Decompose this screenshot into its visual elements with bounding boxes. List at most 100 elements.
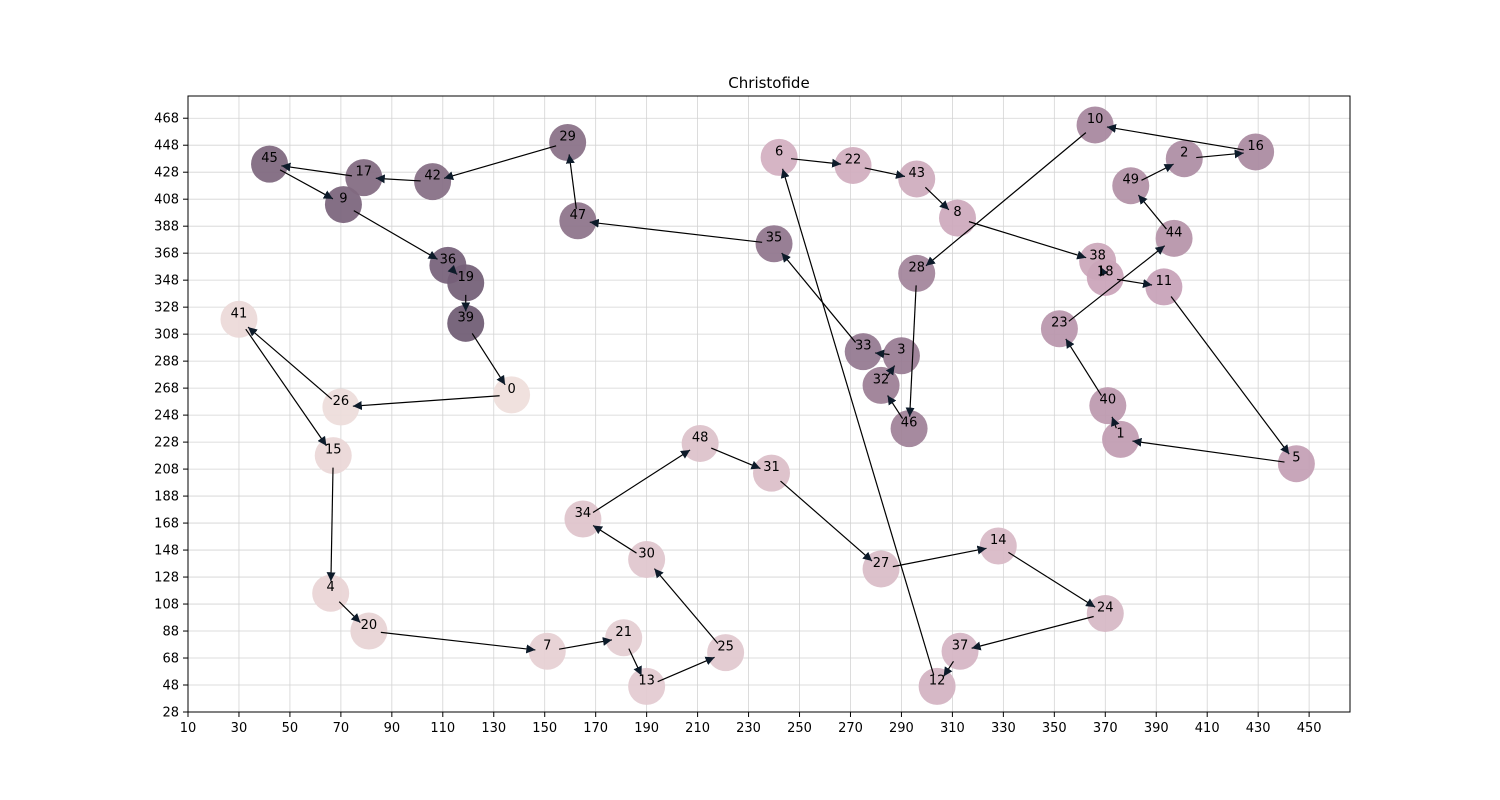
tour-edge-39-to-0 [471,333,506,386]
city-node-6 [760,138,798,176]
y-tick-label: 188 [154,490,179,505]
city-label-25: 25 [717,640,734,655]
city-node-35 [755,225,793,263]
city-label-3: 3 [897,343,905,358]
x-tick-label: 430 [1246,721,1271,736]
city-label-28: 28 [908,260,925,275]
y-tick-label: 28 [162,706,179,721]
tour-edge-28-to-46 [905,285,917,417]
tour-edge-20-to-7 [380,631,536,654]
city-label-39: 39 [457,310,474,325]
tour-edge-11-to-5 [1170,296,1290,455]
city-label-30: 30 [638,547,655,562]
city-node-40 [1089,387,1127,425]
city-label-22: 22 [845,152,862,167]
tour-edge-8-to-38 [968,221,1087,260]
city-node-10 [1076,106,1114,144]
city-label-0: 0 [507,382,515,397]
city-label-37: 37 [952,638,969,653]
city-label-40: 40 [1100,393,1117,408]
chart-title: Christofide [728,74,809,92]
city-label-32: 32 [873,372,890,387]
tour-edge-31-to-27 [780,480,873,562]
city-node-48 [681,424,719,462]
city-node-26 [322,388,360,426]
x-tick-label: 170 [583,721,608,736]
city-label-44: 44 [1166,225,1183,240]
city-label-48: 48 [692,430,709,445]
x-tick-label: 350 [1042,721,1067,736]
city-label-17: 17 [356,165,373,180]
city-label-12: 12 [929,673,946,688]
city-node-23 [1040,310,1078,348]
city-node-33 [844,333,882,371]
city-label-42: 42 [424,169,441,184]
tour-edge-2-to-16 [1196,149,1244,159]
tour-edge-38-to-18 [1099,266,1109,277]
city-label-27: 27 [873,556,890,571]
x-tick-label: 450 [1297,721,1322,736]
city-label-14: 14 [990,533,1007,548]
city-node-37 [941,632,979,670]
tour-edge-17-to-45 [281,162,353,177]
city-node-25 [707,634,745,672]
city-node-42 [414,163,452,201]
city-node-0 [493,376,531,414]
city-label-23: 23 [1051,316,1068,331]
city-label-46: 46 [901,416,918,431]
tour-edge-23-to-44 [1068,245,1166,322]
tour-edge-9-to-36 [353,210,438,260]
axes: 10 30 50 70 90 110 130 150 170 190 210 230 250 270 290… [154,112,1321,736]
city-node-47 [559,202,597,240]
tour-edge-34-to-48 [592,449,691,514]
city-label-38: 38 [1089,248,1106,263]
y-tick-label: 68 [162,652,179,667]
y-tick-label: 288 [154,355,179,370]
x-tick-label: 250 [787,721,812,736]
city-label-15: 15 [325,443,342,458]
city-label-2: 2 [1180,146,1188,161]
x-tick-label: 110 [430,721,455,736]
city-label-41: 41 [231,306,248,321]
tour-edge-12-to-6 [780,168,935,676]
city-node-9 [324,186,362,224]
city-label-21: 21 [615,625,632,640]
city-node-11 [1145,268,1183,306]
y-tick-label: 268 [154,382,179,397]
city-node-17 [345,159,383,197]
tour-edge-24-to-37 [971,615,1094,651]
y-tick-label: 128 [154,571,179,586]
city-label-20: 20 [361,618,378,633]
x-tick-label: 30 [231,721,248,736]
y-tick-label: 348 [154,274,179,289]
tour-edge-40-to-23 [1065,338,1102,396]
tour-edge-22-to-43 [864,167,906,179]
tour-edge-1-to-40 [1111,416,1120,429]
y-tick-label: 468 [154,112,179,127]
city-label-5: 5 [1292,451,1300,466]
city-node-22 [834,146,872,184]
city-node-15 [314,437,352,475]
tour-edge-10-to-28 [925,132,1087,267]
tour-edge-21-to-13 [628,648,643,676]
tour-edges [245,124,1290,683]
tour-edge-30-to-34 [592,524,637,554]
tour-edge-37-to-12 [943,660,954,677]
x-tick-label: 130 [481,721,506,736]
city-node-45 [251,145,289,183]
city-node-49 [1112,167,1150,205]
x-tick-label: 70 [333,721,350,736]
city-label-16: 16 [1247,139,1264,154]
tour-edge-41-to-15 [245,328,327,447]
city-label-10: 10 [1087,112,1104,127]
tour-edge-46-to-32 [887,395,904,419]
y-tick-label: 148 [154,544,179,559]
y-tick-label: 248 [154,409,179,424]
city-label-29: 29 [559,130,576,145]
x-tick-label: 370 [1093,721,1118,736]
x-tick-label: 190 [634,721,659,736]
tour-edge-18-to-11 [1117,278,1153,289]
city-label-19: 19 [457,270,474,285]
tour-edge-45-to-9 [279,169,334,200]
y-tick-label: 108 [154,598,179,613]
